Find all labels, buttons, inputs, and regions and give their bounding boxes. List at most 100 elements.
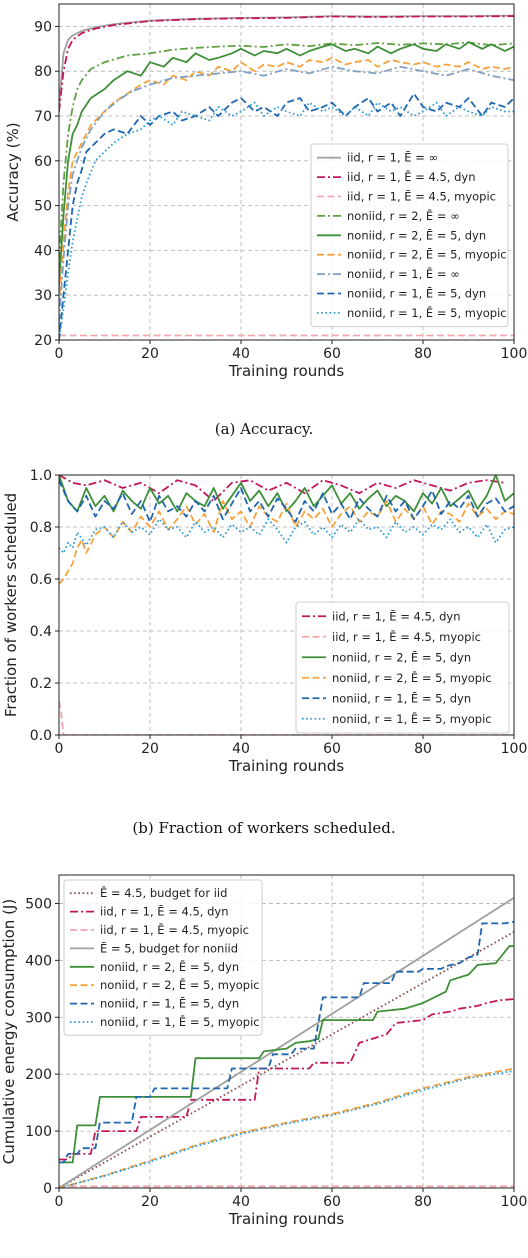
- series-line: [59, 475, 514, 513]
- x-tick-label: 40: [232, 741, 250, 757]
- x-tick-label: 60: [323, 1194, 341, 1210]
- x-tick-label: 60: [323, 346, 341, 362]
- series-line: [59, 92, 514, 340]
- x-axis-label: Training rounds: [228, 362, 345, 380]
- legend-label: iid, r = 1, Ē = 4.5, dyn: [332, 609, 461, 623]
- y-tick-label: 100: [25, 1124, 52, 1140]
- series-line: [59, 15, 514, 112]
- energy-consumption-chart: 0 20 40 60 80 100 0 100 200 300 400 500 Training rou…: [0, 874, 528, 1228]
- series-line: [59, 998, 514, 1161]
- y-tick-label: 80: [34, 64, 52, 80]
- legend-label: noniid, r = 1, Ē = 5, myopic: [332, 712, 492, 726]
- legend-label: iid, r = 1, Ē = 4.5, myopic: [347, 190, 496, 204]
- legend-label: iid, r = 1, Ē = 4.5, myopic: [100, 923, 249, 937]
- y-tick-label: 300: [25, 1010, 52, 1026]
- y-tick-label: 30: [34, 288, 52, 304]
- legend-label: noniid, r = 1, Ē = 5, dyn: [332, 691, 471, 705]
- series-line: [59, 65, 514, 323]
- legend-label: noniid, r = 2, Ē = 5, dyn: [332, 650, 471, 664]
- series-line: [59, 920, 514, 1164]
- y-axis-label: Accuracy (%): [4, 122, 22, 221]
- x-tick-label: 0: [55, 1194, 64, 1210]
- series-line: [59, 475, 506, 502]
- plot-frame: [58, 3, 515, 341]
- series-line: [59, 56, 514, 305]
- series-group: [59, 897, 514, 1188]
- y-tick-label: 0.8: [30, 520, 52, 536]
- y-tick-label: 0.4: [30, 624, 52, 640]
- legend-label: noniid, r = 1, Ē = 5, dyn: [100, 997, 239, 1011]
- y-tick-label: 0: [43, 1181, 52, 1197]
- x-tick-label: 0: [55, 741, 64, 757]
- legend-label: Ē = 5, budget for noniid: [100, 941, 238, 955]
- y-tick-label: 500: [25, 896, 52, 912]
- series-line: [59, 897, 514, 1188]
- legend-label: noniid, r = 2, Ē = 5, dyn: [347, 228, 486, 242]
- y-tick-label: 90: [34, 19, 52, 35]
- y-tick-label: 60: [34, 154, 52, 170]
- legend-label: noniid, r = 2, Ē = 5, dyn: [100, 960, 239, 974]
- y-tick-label: 400: [25, 953, 52, 969]
- x-tick-label: 20: [141, 346, 159, 362]
- legend-label: iid, r = 1, Ē = 4.5, dyn: [100, 905, 229, 919]
- x-axis-label: Training rounds: [228, 1210, 345, 1228]
- y-tick-label: 0.0: [30, 728, 52, 744]
- legend-label: noniid, r = 2, Ē = 5, myopic: [332, 671, 492, 685]
- y-axis-label: Fraction of workers scheduled: [2, 493, 20, 717]
- legend-label: noniid, r = 2, Ē = 5, myopic: [347, 248, 507, 262]
- series-line: [59, 1067, 514, 1188]
- series-line: [59, 41, 514, 260]
- x-tick-label: 80: [414, 346, 432, 362]
- y-tick-label: 70: [34, 109, 52, 125]
- legend-label: noniid, r = 1, Ē = ∞: [347, 267, 460, 281]
- fraction-scheduled-chart: 0 20 40 60 80 100 0.0 0.2 0.4 0.6 0.8 1.0 Training r…: [2, 468, 528, 775]
- x-tick-label: 100: [501, 346, 528, 362]
- x-tick-label: 40: [232, 346, 250, 362]
- y-tick-label: 200: [25, 1067, 52, 1083]
- x-tick-label: 20: [141, 1194, 159, 1210]
- x-tick-label: 80: [414, 1194, 432, 1210]
- y-tick-label: 0.2: [30, 676, 52, 692]
- x-tick-label: 60: [323, 741, 341, 757]
- y-tick-label: 50: [34, 199, 52, 215]
- series-group: [59, 14, 514, 340]
- plot-frame: [58, 474, 515, 736]
- legend-label: noniid, r = 2, Ē = 5, myopic: [100, 978, 260, 992]
- caption-fraction-scheduled: (b) Fraction of workers scheduled.: [132, 819, 396, 837]
- legend-label: noniid, r = 1, Ē = 5, myopic: [347, 306, 507, 320]
- legend-label: noniid, r = 2, Ē = ∞: [347, 209, 460, 223]
- x-tick-label: 20: [141, 741, 159, 757]
- series-line: [59, 701, 514, 735]
- series-line: [59, 500, 514, 585]
- caption-accuracy: (a) Accuracy.: [214, 420, 314, 438]
- series-line: [59, 479, 514, 523]
- legend-label: noniid, r = 1, Ē = 5, dyn: [347, 287, 486, 301]
- x-tick-label: 100: [501, 1194, 528, 1210]
- series-line: [59, 1069, 514, 1188]
- legend-label: iid, r = 1, Ē = 4.5, dyn: [347, 170, 476, 184]
- x-tick-label: 80: [414, 741, 432, 757]
- legend-label: noniid, r = 1, Ē = 5, myopic: [100, 1015, 260, 1029]
- y-tick-label: 20: [34, 333, 52, 349]
- legend-label: iid, r = 1, Ē = 4.5, myopic: [332, 630, 481, 644]
- series-line: [59, 931, 514, 1188]
- y-tick-label: 40: [34, 243, 52, 259]
- series-line: [59, 101, 514, 340]
- legend-box: [310, 143, 509, 328]
- x-tick-label: 40: [232, 1194, 250, 1210]
- y-tick-label: 1.0: [30, 468, 52, 484]
- x-tick-label: 100: [501, 741, 528, 757]
- legend-label: Ē = 4.5, budget for iid: [100, 886, 227, 900]
- series-line: [59, 518, 514, 554]
- legend-box: [63, 879, 263, 1036]
- y-tick-label: 0.6: [30, 572, 52, 588]
- series-line: [59, 41, 514, 287]
- plot-frame: [58, 874, 515, 1189]
- series-line: [59, 945, 514, 1164]
- x-tick-label: 0: [55, 346, 64, 362]
- legend-label: iid, r = 1, Ē = ∞: [347, 151, 438, 165]
- y-axis-label: Cumulative energy consumption (J): [0, 899, 18, 1164]
- x-axis-label: Training rounds: [228, 757, 345, 775]
- legend-box: [295, 601, 510, 734]
